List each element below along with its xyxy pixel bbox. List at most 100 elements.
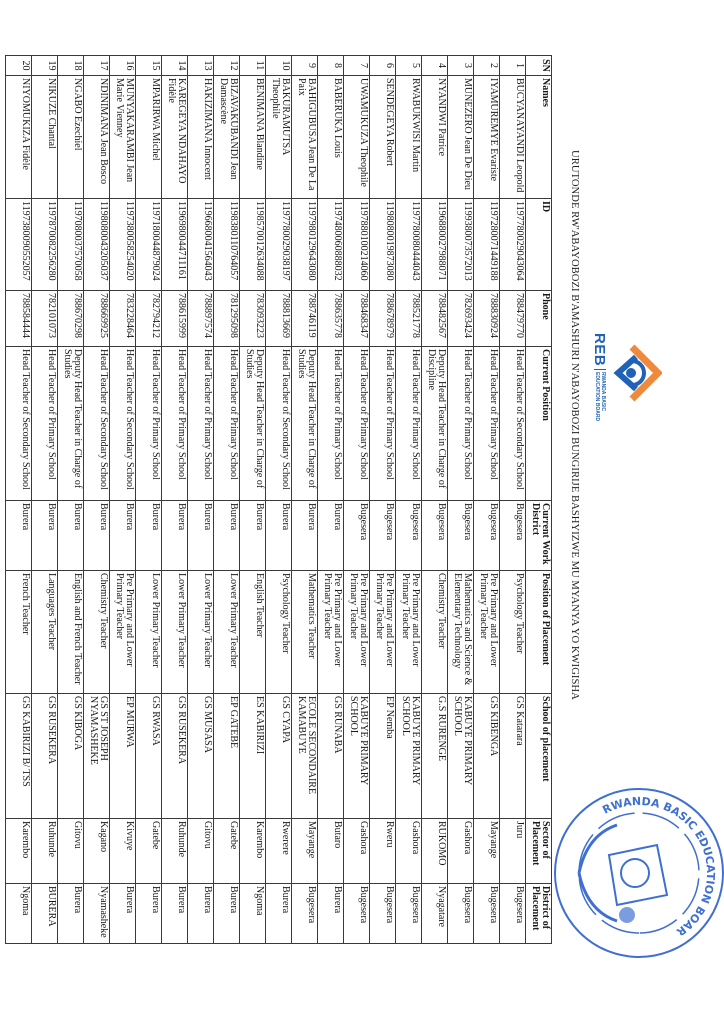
cell-current-position: Deputy Head Teacher in Charge of Studies bbox=[239, 346, 266, 501]
cell-placement-position: Pre Primary and Lower Primary Teacher bbox=[369, 570, 396, 694]
table-row: 8 BABERUKA Louis 1197480060888032 788635778… bbox=[317, 55, 344, 944]
cell-name: NIKUZE Chantal bbox=[31, 75, 58, 199]
reb-logo: REB RWANDA BASIC EDUCATION BOARD bbox=[590, 333, 663, 422]
table-row: 17 NDINIMANA Jean Bosco 1198080043205037 78… bbox=[83, 55, 110, 944]
cell-current-district: Bugesera bbox=[343, 500, 370, 571]
cell-current-position: Head Teacher of Primary School bbox=[161, 346, 188, 501]
cell-name: MUNEZERO Jean De Dieu bbox=[447, 75, 474, 199]
cell-placement-position: Pre Primary and Lower Primary Teacher bbox=[109, 570, 136, 694]
cell-placement-school: KABUYE PRIMARY SCHOOL bbox=[447, 693, 474, 819]
header-name: Names bbox=[525, 75, 552, 199]
cell-phone: 783093223 bbox=[239, 290, 266, 347]
cell-placement-district: Burera bbox=[213, 883, 240, 944]
cell-placement-school: GS KIBENGA bbox=[473, 693, 500, 819]
cell-phone: 788482567 bbox=[421, 290, 448, 347]
cell-phone: 788670298 bbox=[57, 290, 84, 347]
cell-current-position: Head Teacher of Primary School bbox=[213, 346, 240, 501]
cell-placement-school: GS ST JOSEPH NYAMASHEKE bbox=[83, 693, 110, 819]
cell-placement-school: EP Nemba bbox=[369, 693, 396, 819]
cell-current-position: Head Teacher of Primary School bbox=[395, 346, 422, 501]
cell-sn: 2 bbox=[473, 55, 500, 76]
cell-placement-position: Chemistry Teacher bbox=[421, 570, 448, 694]
cell-sn: 10 bbox=[265, 55, 292, 76]
cell-id: 1199380073572013 bbox=[447, 198, 474, 291]
cell-id: 1197480060888032 bbox=[317, 198, 344, 291]
cell-placement-position: Lower Primary Teacher bbox=[213, 570, 240, 694]
table-row: 5 RWABUKWISI Martin 1197780080444043 788521… bbox=[395, 55, 422, 944]
cell-placement-position: French Teacher bbox=[5, 570, 32, 694]
header-placement-district: District of Placement bbox=[525, 883, 552, 944]
cell-current-district: Burera bbox=[291, 500, 318, 571]
svg-text:RWANDA BASIC EDUCATION BOARD (: RWANDA BASIC EDUCATION BOARD (REB) bbox=[592, 785, 724, 941]
cell-current-position: Head Teacher of Secondary School bbox=[5, 346, 32, 501]
table-row: 10 BAKURAMUTSA Theophile 1197780029038197 7… bbox=[265, 55, 292, 944]
cell-phone: 788746119 bbox=[291, 290, 318, 347]
cell-placement-sector: Gashora bbox=[343, 818, 370, 884]
cell-placement-sector: Ruhunde bbox=[161, 818, 188, 884]
cell-current-district: Bugesera bbox=[447, 500, 474, 571]
cell-placement-school: GS CYAPA bbox=[265, 693, 292, 819]
cell-sn: 11 bbox=[239, 55, 266, 76]
logo-line1: RWANDA BASIC bbox=[600, 372, 606, 412]
cell-phone: 782794212 bbox=[135, 290, 162, 347]
cell-name: MUNYAKARAMBI Jean Marie Vienney bbox=[109, 75, 136, 199]
cell-current-district: Burera bbox=[109, 500, 136, 571]
cell-placement-district: Bugesera bbox=[343, 883, 370, 944]
cell-placement-sector: Juru bbox=[499, 818, 526, 884]
cell-current-district: Burera bbox=[83, 500, 110, 571]
header-id: ID bbox=[525, 198, 552, 291]
table-row: 11 BENIMANA Blandine 1198570012634088 78309… bbox=[239, 55, 266, 944]
cell-sn: 1 bbox=[499, 55, 526, 76]
cell-current-district: Burera bbox=[187, 500, 214, 571]
cell-phone: 788615999 bbox=[161, 290, 188, 347]
cell-placement-school: GS MUSASA bbox=[187, 693, 214, 819]
cell-name: HAKIZIMANA Innocent bbox=[187, 75, 214, 199]
cell-placement-district: Ngoma bbox=[239, 883, 266, 944]
cell-placement-sector: Karembo bbox=[5, 818, 32, 884]
cell-placement-position: English and French Teacher bbox=[57, 570, 84, 694]
cell-placement-sector: Gashora bbox=[447, 818, 474, 884]
cell-placement-sector: Gatebe bbox=[135, 818, 162, 884]
cell-placement-sector: Rwerere bbox=[265, 818, 292, 884]
cell-current-position: Head Teacher of Primary School bbox=[31, 346, 58, 501]
cell-current-position: Head Teacher of Primary School bbox=[135, 346, 162, 501]
cell-placement-school: G.S RURENGE bbox=[421, 693, 448, 819]
cell-placement-district: Bugesera bbox=[291, 883, 318, 944]
cell-placement-position: Lower Primary Teacher bbox=[135, 570, 162, 694]
cell-current-district: Bugesera bbox=[499, 500, 526, 571]
cell-id: 1197080037570058 bbox=[57, 198, 84, 291]
cell-phone: 783228464 bbox=[109, 290, 136, 347]
header-current-district: Current Work District bbox=[525, 500, 552, 571]
cell-placement-school: GS KIBOGA bbox=[57, 693, 84, 819]
table-row: 20 NIYOMUKIZA Fidèle 1197380090552057 78858… bbox=[5, 55, 32, 944]
cell-current-position: Head Teacher of Primary School bbox=[343, 346, 370, 501]
cell-current-position: Head Teacher of Secondary School bbox=[109, 346, 136, 501]
table-row: 4 NYANDWI Patrice 1196880027988071 78848256… bbox=[421, 55, 448, 944]
cell-id: 1197780029038197 bbox=[265, 198, 292, 291]
header-phone: Phone bbox=[525, 290, 552, 347]
official-stamp-seal: RWANDA BASIC EDUCATION BOARD (REB) bbox=[554, 785, 724, 958]
cell-placement-school: ECOLE SECONDAIRE KAMABUYE bbox=[291, 693, 318, 819]
cell-name: NIYOMUKIZA Fidèle bbox=[5, 75, 32, 199]
reb-logo-icon bbox=[613, 344, 663, 402]
cell-sn: 12 bbox=[213, 55, 240, 76]
cell-placement-district: Bugesera bbox=[395, 883, 422, 944]
cell-name: SENDEGEYA Robert bbox=[369, 75, 396, 199]
cell-placement-district: Ngoma bbox=[5, 883, 32, 944]
table-row: 16 MUNYAKARAMBI Jean Marie Vienney 1197380… bbox=[109, 55, 136, 944]
cell-id: 1196680041564043 bbox=[187, 198, 214, 291]
cell-sn: 9 bbox=[291, 55, 318, 76]
cell-placement-position: Mathematics Teacher bbox=[291, 570, 318, 694]
cell-placement-sector: Kivuye bbox=[109, 818, 136, 884]
cell-placement-position: Pre Primary and Lower Primary Teacher bbox=[317, 570, 344, 694]
cell-placement-school: EP GATEBE bbox=[213, 693, 240, 819]
cell-id: 1197280071449188 bbox=[473, 198, 500, 291]
cell-id: 1197380090552057 bbox=[5, 198, 32, 291]
cell-placement-district: Bugesera bbox=[499, 883, 526, 944]
cell-phone: 788635778 bbox=[317, 290, 344, 347]
cell-current-district: Burera bbox=[265, 500, 292, 571]
cell-placement-district: Burera bbox=[57, 883, 84, 944]
cell-id: 1198380110764057 bbox=[213, 198, 240, 291]
cell-placement-position: Pre Primary and Lower Primary Teacher bbox=[473, 570, 500, 694]
table-row: 9 BAHIGUBUSA Jean De La Paix 1197980129643… bbox=[291, 55, 318, 944]
